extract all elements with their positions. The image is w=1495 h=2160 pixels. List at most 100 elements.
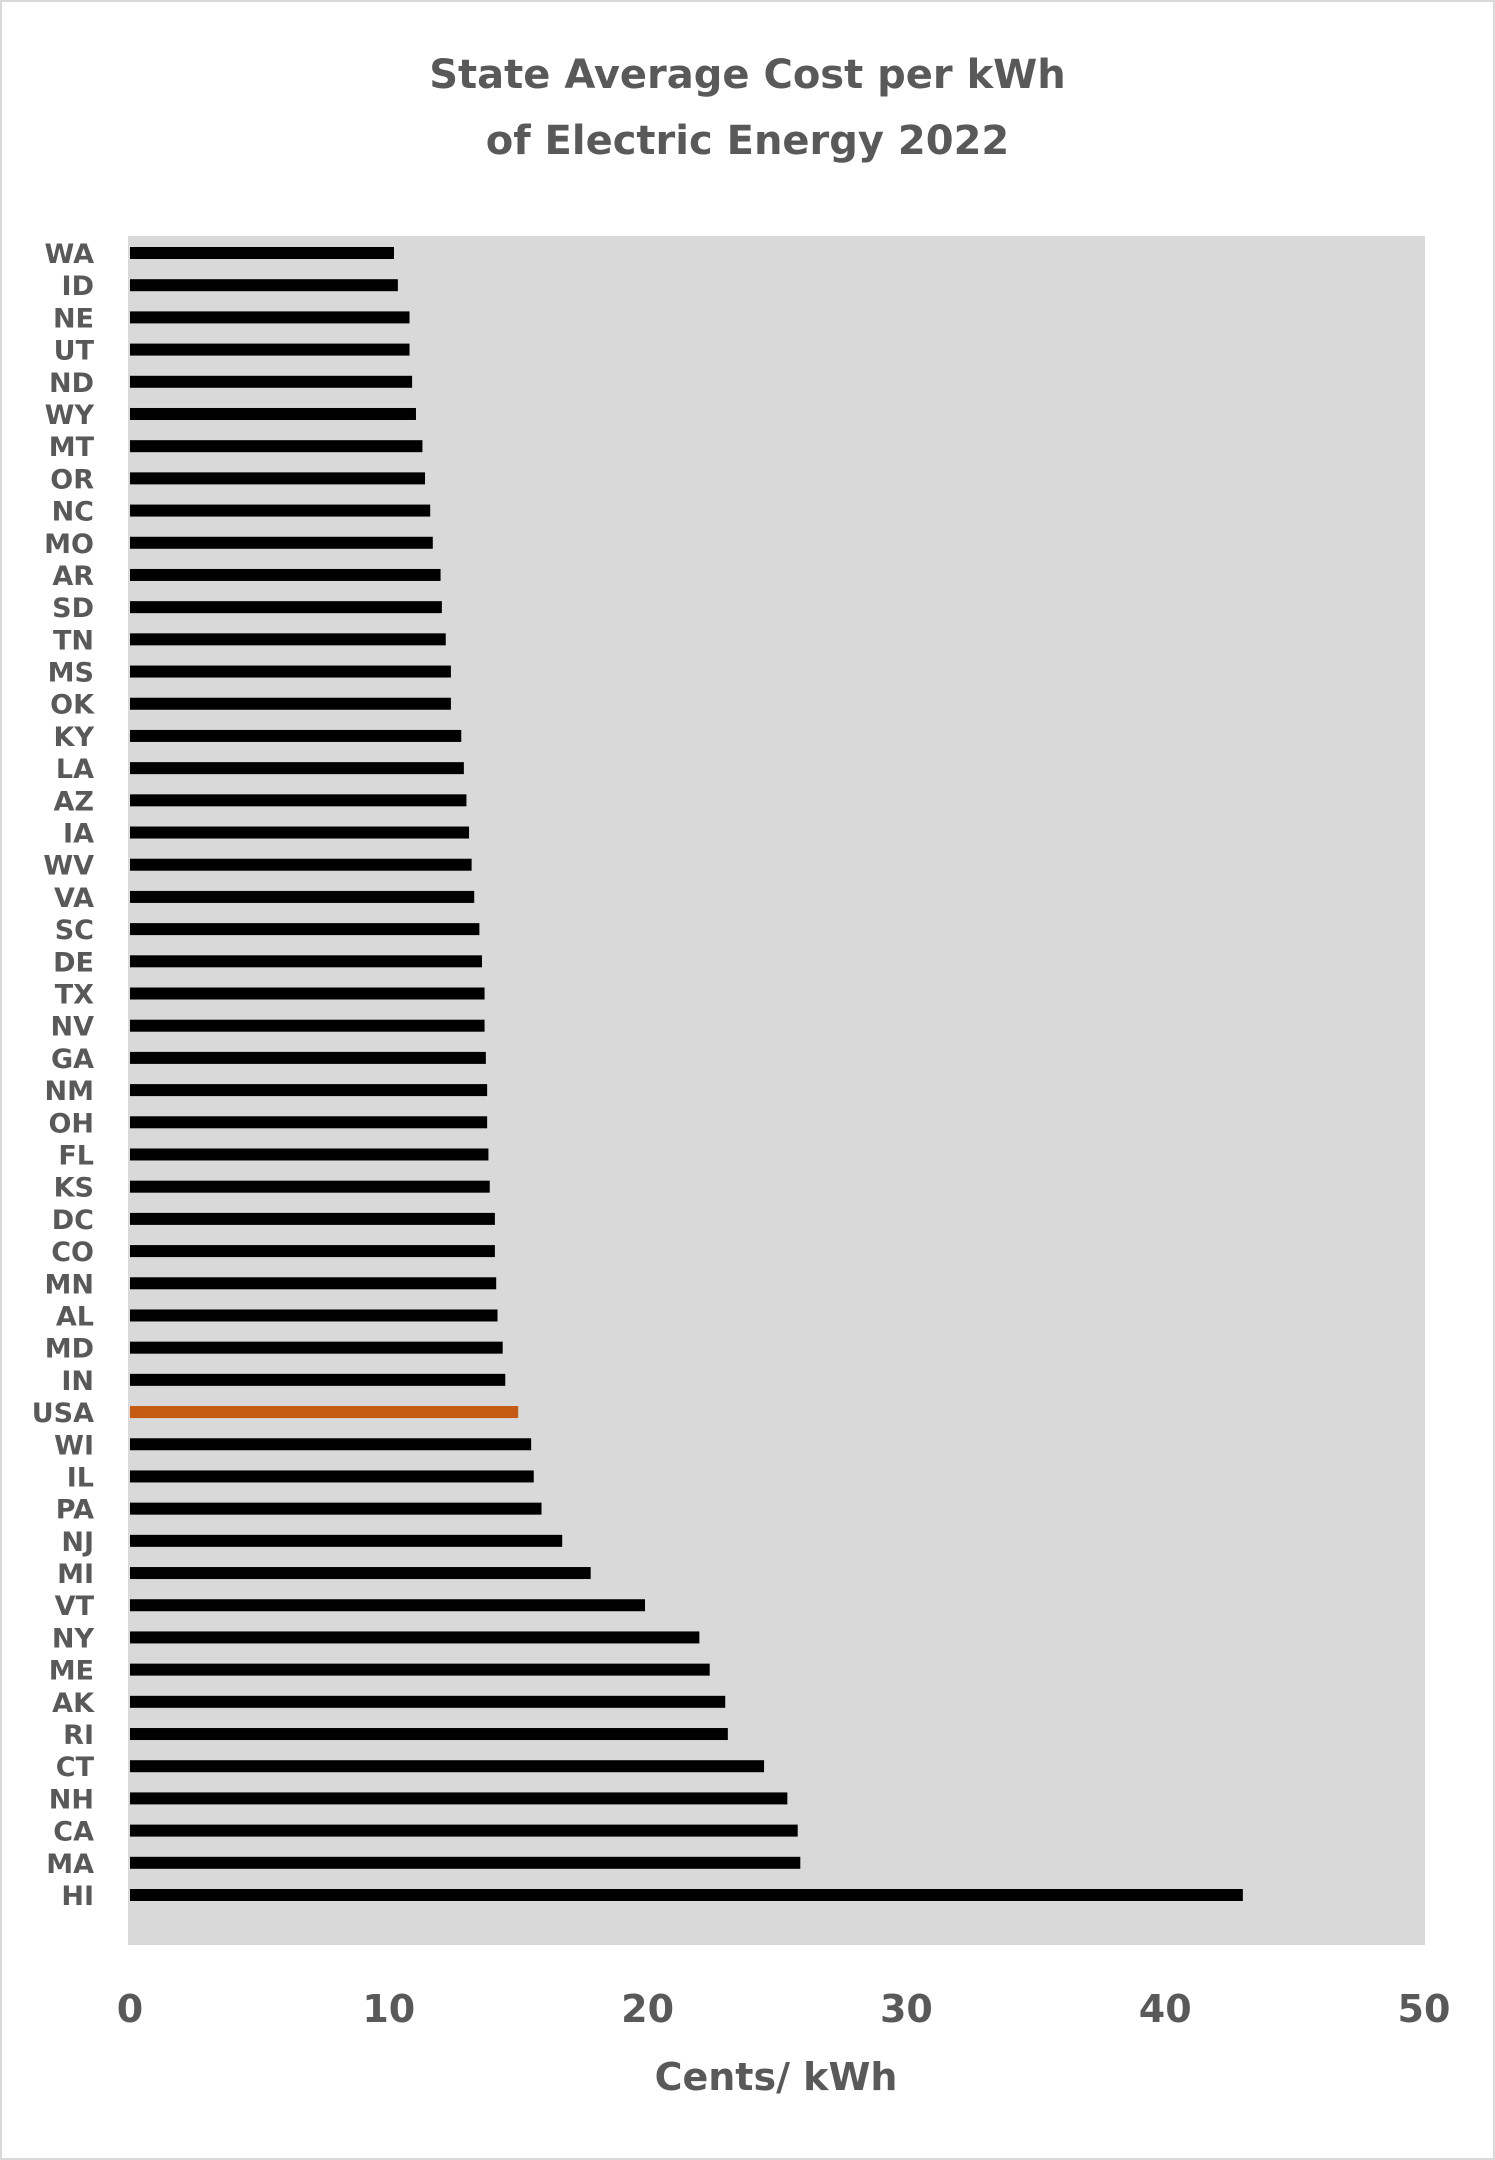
category-label: IN [61, 1366, 94, 1397]
category-label: AL [56, 1301, 94, 1332]
category-label: ME [49, 1656, 94, 1687]
category-label: KS [54, 1173, 94, 1204]
category-label: WY [45, 400, 95, 431]
bar-ga [130, 1051, 486, 1064]
category-label: OH [48, 1108, 94, 1139]
category-label: TN [53, 625, 94, 656]
category-label: LA [56, 754, 94, 785]
category-label: VA [54, 883, 94, 914]
bar-tn [130, 633, 446, 646]
category-label: NV [51, 1012, 95, 1043]
category-label: IL [67, 1462, 94, 1493]
bar-va [130, 890, 475, 903]
bar-md [130, 1341, 503, 1354]
category-label: IA [63, 819, 94, 850]
category-label: NE [53, 303, 94, 334]
category-label: NY [52, 1623, 95, 1654]
category-label: MT [49, 432, 95, 463]
bar-oh [130, 1116, 488, 1129]
category-label: WI [54, 1430, 94, 1461]
bar-in [130, 1373, 506, 1386]
bar-ct [130, 1760, 765, 1773]
category-label: HI [61, 1881, 94, 1912]
category-label: RI [63, 1720, 94, 1751]
x-tick-label: 50 [1398, 1987, 1451, 2031]
bar-wi [130, 1438, 532, 1451]
bar-ky [130, 729, 462, 742]
category-label: VT [55, 1591, 95, 1622]
category-label: CA [53, 1817, 94, 1848]
x-tick-labels: 0 10 20 30 40 50 [117, 1987, 1451, 2031]
category-label: KY [54, 722, 95, 753]
bar-wv [130, 858, 472, 871]
bar-nd [130, 375, 413, 388]
bar-ms [130, 665, 451, 678]
bar-ne [130, 311, 410, 324]
bar-usa [130, 1406, 519, 1419]
category-label: MS [48, 658, 94, 689]
x-tick-label: 10 [362, 1987, 415, 2031]
bar-mo [130, 536, 433, 549]
bar-or [130, 472, 426, 485]
category-label: NJ [61, 1527, 94, 1558]
category-label: OK [50, 690, 95, 721]
category-label: NM [45, 1076, 94, 1107]
bar-tx [130, 987, 485, 1000]
category-label: MA [46, 1849, 94, 1880]
bar-nm [130, 1084, 488, 1097]
category-label: FL [58, 1140, 94, 1171]
category-label: MI [57, 1559, 94, 1590]
category-label: CO [51, 1237, 94, 1268]
bar-mt [130, 440, 423, 453]
category-label: TX [55, 980, 94, 1011]
bar-pa [130, 1502, 542, 1515]
bar-nj [130, 1534, 563, 1547]
bar-ar [130, 568, 441, 581]
category-label: SD [52, 593, 94, 624]
bar-mi [130, 1567, 591, 1580]
x-tick-label: 0 [117, 1987, 143, 2031]
x-tick-label: 30 [880, 1987, 933, 2031]
bar-ks [130, 1180, 490, 1193]
bar-ma [130, 1856, 801, 1869]
bar-nc [130, 504, 431, 517]
bar-id [130, 279, 398, 292]
bar-ut [130, 343, 410, 356]
category-label: MD [45, 1334, 94, 1365]
bar-fl [130, 1148, 489, 1161]
bar-nv [130, 1019, 485, 1032]
bar-me [130, 1663, 710, 1676]
bar-ny [130, 1631, 700, 1644]
bar-ok [130, 697, 451, 710]
bar-az [130, 794, 467, 807]
bar-ri [130, 1728, 728, 1741]
x-tick-label: 40 [1139, 1987, 1192, 2031]
category-label: MO [44, 529, 94, 560]
chart-title-line-2: of Electric Energy 2022 [485, 118, 1010, 164]
bar-dc [130, 1212, 495, 1225]
category-label: SC [55, 915, 94, 946]
bar-il [130, 1470, 534, 1483]
category-label: USA [32, 1398, 94, 1429]
bar-la [130, 762, 464, 775]
chart-title: State Average Cost per kWh of Electric E… [2, 42, 1493, 174]
bar-ak [130, 1695, 726, 1708]
category-label: ND [49, 368, 94, 399]
category-label: NC [52, 497, 94, 528]
bar-wa [130, 247, 394, 259]
category-label: WV [43, 851, 94, 882]
bar-ia [130, 826, 470, 839]
bar-co [130, 1245, 495, 1258]
category-label: DE [53, 947, 94, 978]
bar-hi [130, 1889, 1243, 1901]
category-label: OR [50, 464, 94, 495]
category-label: GA [51, 1044, 94, 1075]
category-label: CT [56, 1752, 95, 1783]
bar-al [130, 1309, 498, 1322]
bar-sc [130, 923, 480, 936]
bar-vt [130, 1599, 646, 1612]
x-axis-label: Cents/ kWh [655, 2055, 898, 2099]
bar-mn [130, 1277, 497, 1290]
